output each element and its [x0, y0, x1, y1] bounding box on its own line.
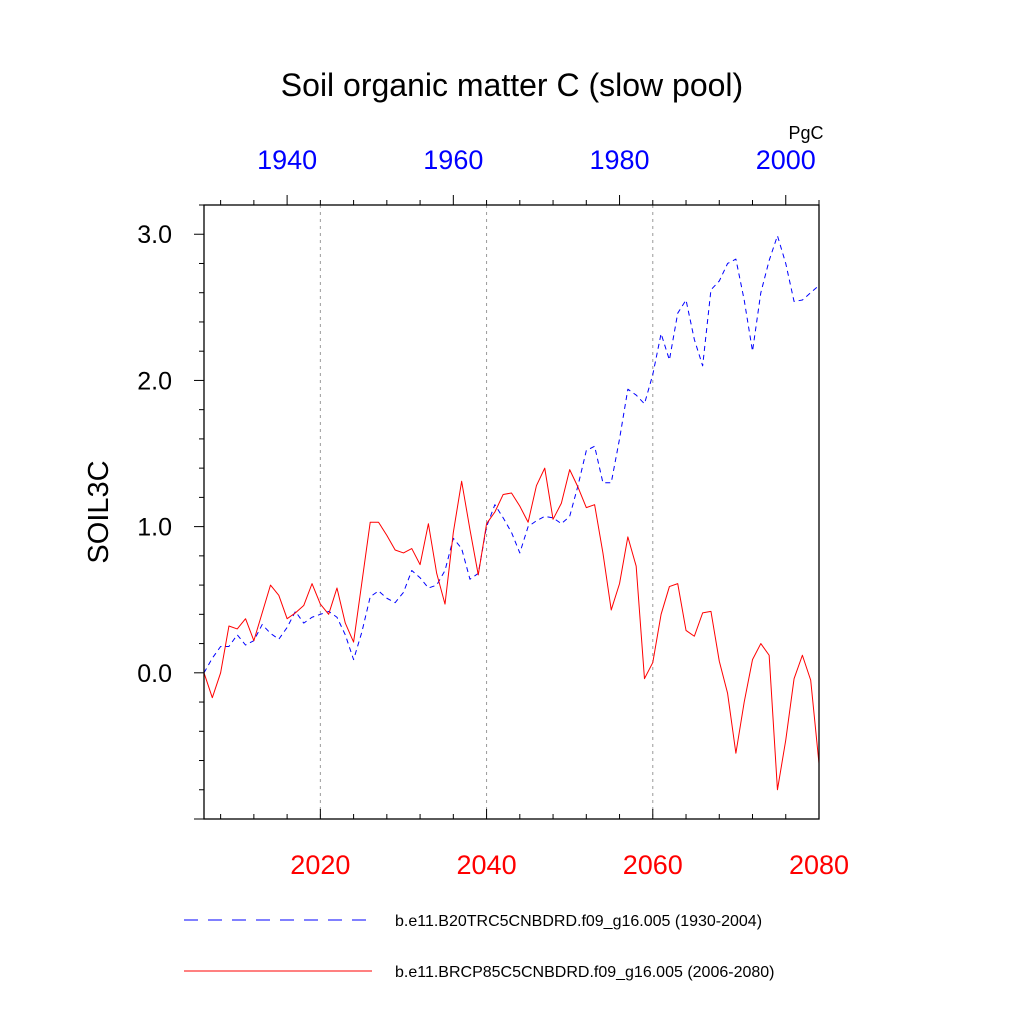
x-bottom-tick-label: 2040 — [457, 850, 517, 880]
legend-label-rcp85: b.e11.BRCP85C5CNBDRD.f09_g16.005 (2006-2… — [395, 964, 774, 981]
x-top-tick-label: 1960 — [423, 145, 483, 175]
legend-label-historical: b.e11.B20TRC5CNBDRD.f09_g16.005 (1930-20… — [395, 913, 762, 930]
legend: b.e11.B20TRC5CNBDRD.f09_g16.005 (1930-20… — [184, 913, 774, 981]
axis-ticks — [194, 195, 820, 820]
x-top-tick-label: 1980 — [590, 145, 650, 175]
series-line-historical — [203, 235, 820, 674]
series-lines — [203, 235, 820, 791]
x-bottom-tick-label: 2080 — [789, 850, 849, 880]
plot-frame — [203, 204, 820, 820]
x-top-tick-label: 1940 — [257, 145, 317, 175]
units-label: PgC — [788, 123, 823, 143]
y-tick-label: 3.0 — [137, 221, 172, 249]
y-tick-label: 1.0 — [137, 514, 172, 542]
x-top-tick-label: 2000 — [756, 145, 816, 175]
y-axis-label: SOIL3C — [83, 460, 115, 563]
tick-labels: 2020 2040 2060 2080 1940 1960 1980 2000 0.0 1.0 2.… — [137, 145, 849, 880]
x-bottom-tick-label: 2060 — [623, 850, 683, 880]
series-line-rcp85 — [203, 467, 820, 791]
chart-title: Soil organic matter C (slow pool) — [281, 67, 743, 103]
y-tick-label: 0.0 — [137, 660, 172, 688]
y-tick-label: 2.0 — [137, 367, 172, 395]
grid-lines — [319, 205, 654, 819]
x-bottom-tick-label: 2020 — [290, 850, 350, 880]
